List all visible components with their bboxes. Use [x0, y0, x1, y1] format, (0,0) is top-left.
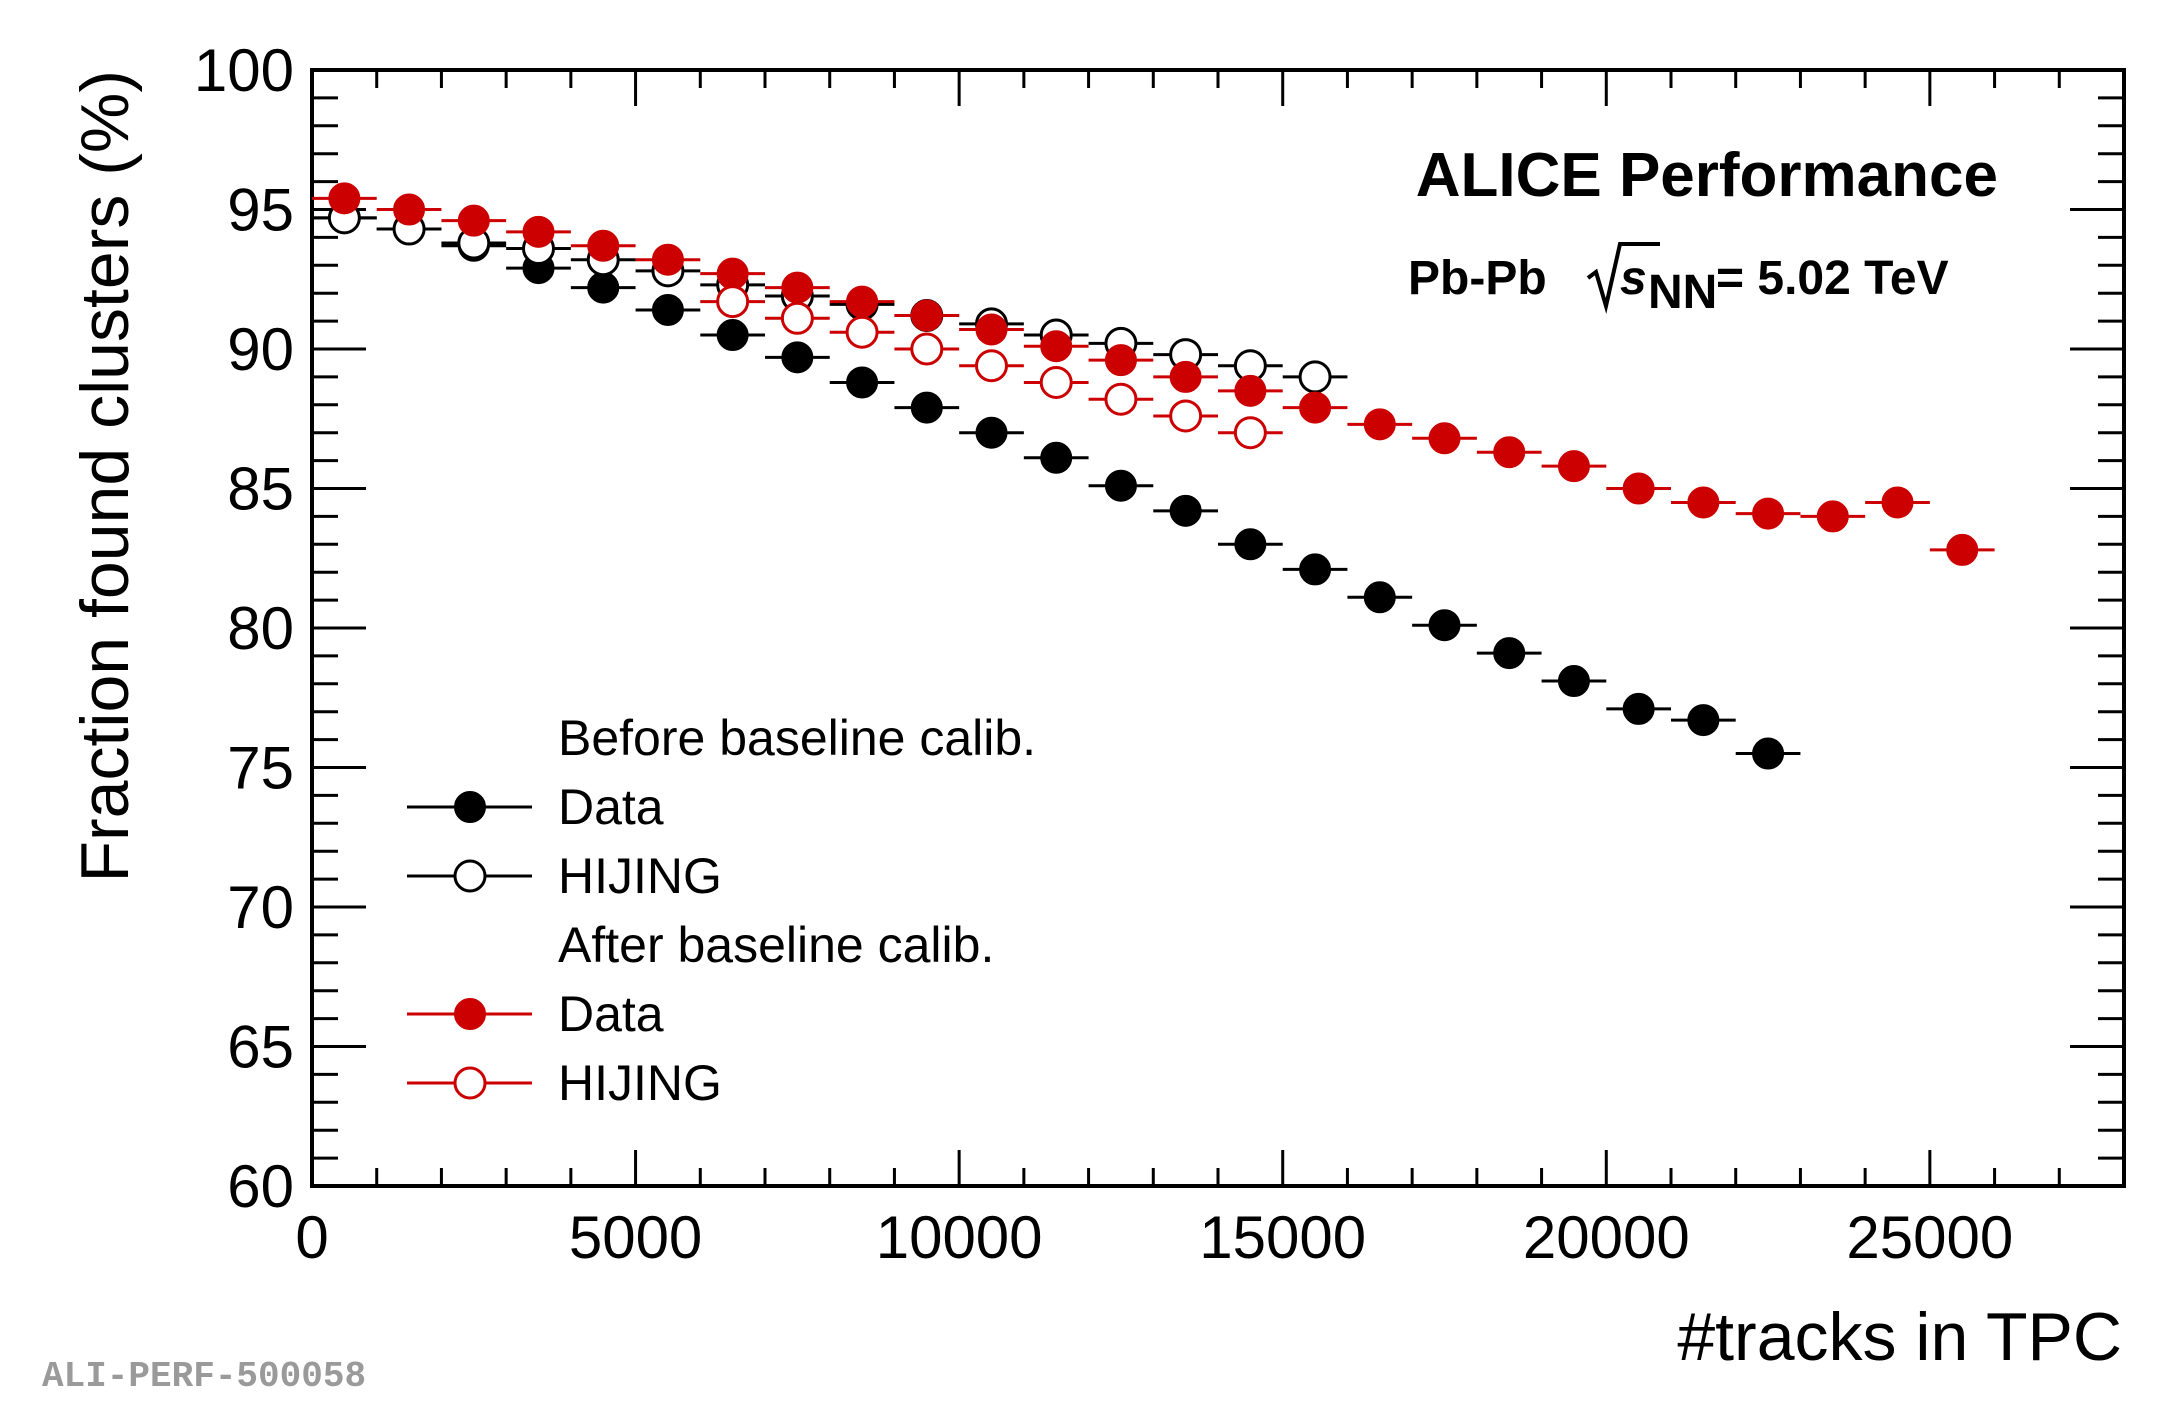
data-point	[845, 315, 879, 349]
x-axis-title: #tracks in TPC	[1677, 1299, 2122, 1375]
annotation-title: ALICE Performance	[1416, 141, 1998, 210]
y-axis-title: Fraction found clusters (%)	[67, 70, 143, 883]
data-point	[1687, 704, 1720, 737]
data-point	[975, 416, 1008, 449]
data-point	[1299, 391, 1332, 424]
data-point	[1104, 344, 1137, 377]
x-tick-label: 15000	[1199, 1204, 1366, 1271]
series-2	[312, 182, 1995, 566]
x-tick-labels: 0 5000 10000 15000 20000 25000	[295, 1204, 2013, 1271]
data-point	[1946, 533, 1979, 566]
legend-marker	[453, 1066, 487, 1100]
data-point	[1687, 486, 1720, 519]
data-point	[1428, 609, 1461, 642]
annotation-system: Pb-Pb	[1408, 252, 1547, 305]
data-point	[910, 332, 944, 366]
data-point	[1299, 553, 1332, 586]
y-tick-label: 70	[227, 874, 294, 941]
data-point	[1169, 494, 1202, 527]
data-point	[846, 366, 879, 399]
annotation-sqrt-var: s	[1620, 252, 1647, 305]
data-point	[1040, 330, 1073, 363]
annotation-energy: Pb-Pb s NN = 5.02 TeV	[1408, 242, 1949, 319]
data-point	[975, 349, 1008, 383]
data-point	[1039, 365, 1073, 399]
watermark: ALI-PERF-500058	[42, 1356, 366, 1397]
data-point	[1493, 637, 1526, 670]
y-tick-label: 100	[194, 37, 294, 104]
data-point	[1298, 360, 1332, 394]
x-tick-label: 20000	[1523, 1204, 1690, 1271]
legend-header: Before baseline calib.	[558, 710, 1036, 766]
legend-label: Data	[558, 986, 664, 1042]
data-point	[1169, 360, 1202, 393]
data-point	[651, 243, 684, 276]
legend-marker	[453, 859, 487, 893]
legend-label: HIJING	[558, 848, 722, 904]
x-tick-label: 0	[295, 1204, 328, 1271]
y-tick-label: 80	[227, 595, 294, 662]
data-point	[781, 271, 814, 304]
data-point	[1622, 472, 1655, 505]
series-3	[700, 285, 1283, 450]
data-point	[1557, 665, 1590, 698]
data-point	[1104, 469, 1137, 502]
data-point	[780, 301, 814, 335]
data-point	[457, 204, 490, 237]
data-series	[312, 182, 1995, 770]
data-point	[716, 319, 749, 352]
data-point	[1169, 399, 1203, 433]
data-point	[1040, 441, 1073, 474]
y-tick-label: 60	[227, 1153, 294, 1220]
data-point	[1104, 382, 1138, 416]
legend-marker	[454, 791, 486, 823]
data-point	[910, 391, 943, 424]
sqrt-sign-icon	[1586, 242, 1660, 314]
data-point	[1816, 500, 1849, 533]
data-point	[975, 313, 1008, 346]
data-point	[522, 215, 555, 248]
legend: Before baseline calib. Data HIJING After ba…	[407, 710, 1036, 1111]
data-point	[1622, 692, 1655, 725]
data-point	[1428, 422, 1461, 455]
y-tick-label: 85	[227, 456, 294, 523]
data-point	[1363, 581, 1396, 614]
legend-marker	[454, 998, 486, 1030]
series-0	[312, 201, 1801, 770]
data-point	[716, 285, 750, 319]
data-point	[1752, 497, 1785, 530]
y-tick-label: 65	[227, 1014, 294, 1081]
y-tick-label: 90	[227, 316, 294, 383]
plot-frame	[310, 68, 2126, 1188]
data-point	[393, 193, 426, 226]
y-tick-label: 95	[227, 177, 294, 244]
y-tick-labels: 60 65 70 75 80 85 90 95 100	[194, 37, 294, 1220]
data-point	[1234, 528, 1267, 561]
legend-label: HIJING	[558, 1055, 722, 1111]
data-point	[1881, 486, 1914, 519]
data-point	[587, 271, 620, 304]
data-point	[1234, 374, 1267, 407]
x-tick-label: 25000	[1846, 1204, 2013, 1271]
data-point	[1233, 416, 1267, 450]
data-point	[1752, 737, 1785, 770]
legend-label: Data	[558, 779, 664, 835]
annotation-energy-value: = 5.02 TeV	[1716, 252, 1949, 305]
data-point	[587, 229, 620, 262]
data-point	[716, 257, 749, 290]
y-tick-label: 75	[227, 735, 294, 802]
x-tick-label: 5000	[569, 1204, 702, 1271]
legend-header: After baseline calib.	[558, 917, 994, 973]
data-point	[781, 341, 814, 374]
data-point	[846, 285, 879, 318]
x-tick-label: 10000	[876, 1204, 1043, 1271]
data-point	[651, 293, 684, 326]
data-point	[910, 299, 943, 332]
data-point	[1493, 436, 1526, 469]
data-point	[1557, 450, 1590, 483]
data-point	[1363, 408, 1396, 441]
data-point	[328, 182, 361, 215]
annotation-sqrt-sub: NN	[1648, 266, 1717, 319]
